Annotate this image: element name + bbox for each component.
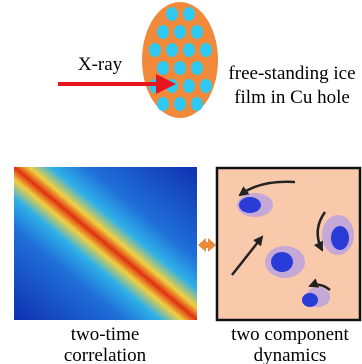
- caption: two-time: [71, 324, 140, 345]
- hole: [174, 97, 186, 111]
- beam-label: X-ray: [78, 54, 123, 75]
- hole: [191, 61, 203, 75]
- hole: [174, 25, 186, 39]
- hole: [149, 43, 161, 57]
- hole: [157, 97, 169, 111]
- hole: [191, 25, 203, 39]
- hole: [183, 7, 195, 21]
- link-arrow: [203, 242, 213, 248]
- hole: [183, 43, 195, 57]
- hole: [200, 43, 212, 57]
- caption: two component: [231, 324, 349, 345]
- caption: dynamics: [254, 345, 327, 364]
- hole: [166, 7, 178, 21]
- sample-description: free-standing ice: [228, 63, 355, 84]
- hole: [200, 79, 212, 93]
- hole: [191, 97, 203, 111]
- caption: correlation: [64, 345, 147, 364]
- two-time-map: [14, 167, 197, 320]
- hole: [157, 61, 169, 75]
- figure: X-ray free-standing ice film in Cu hole …: [0, 0, 362, 364]
- hole: [157, 25, 169, 39]
- hole: [183, 79, 195, 93]
- hole: [166, 43, 178, 57]
- sample-description: film in Cu hole: [234, 87, 350, 108]
- hole: [174, 61, 186, 75]
